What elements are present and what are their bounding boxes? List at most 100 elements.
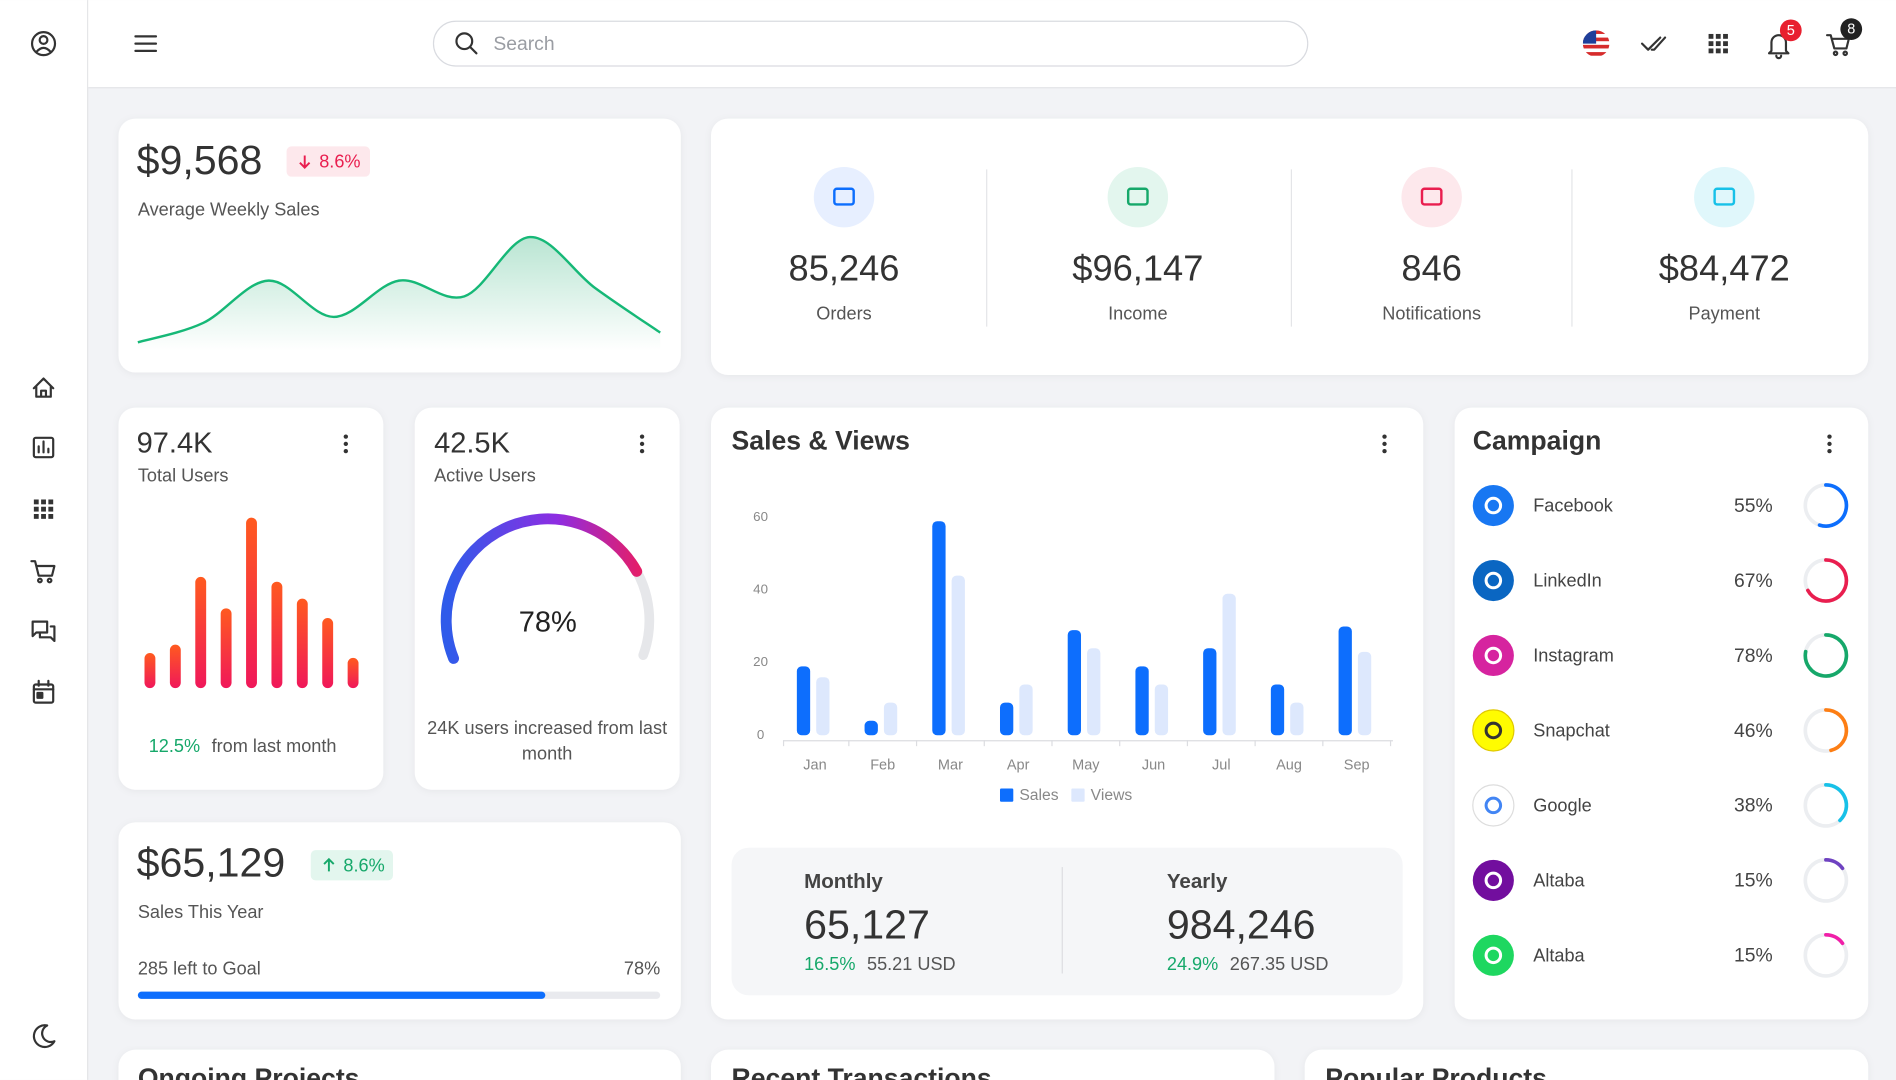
menu-dot [1827,434,1832,439]
sales-year-label: Sales This Year [138,902,264,922]
stat-icon [1126,187,1149,206]
section-title: Ongoing Projects [138,1063,360,1080]
bar [816,677,830,736]
campaign-percent: 55% [1734,495,1773,517]
home-icon[interactable] [32,377,55,398]
brand-glyph [1484,496,1503,515]
progress-label: 78% [624,959,660,979]
sidebar-icons [30,31,57,1049]
ring-value [1817,483,1849,528]
bar [1019,684,1033,736]
brand-glyph [1484,571,1503,590]
change-value: 8.6% [343,855,384,875]
user-bar [322,617,334,689]
stat-label: Payment [1689,303,1761,323]
bar [1270,684,1285,736]
summary-value: 984,246 [1167,901,1316,947]
ring-value [1824,708,1849,753]
menu-dot [1382,448,1387,454]
sales-year-card [118,822,681,1020]
active-users-value: 42.5K [434,428,510,460]
search-icon [455,32,474,51]
bar [1067,630,1082,736]
brand-glyph [1484,946,1503,965]
user-bar [271,581,283,689]
campaign-name: Instagram [1533,645,1614,665]
campaign-name: Altaba [1533,945,1585,965]
stat-icon [833,187,855,206]
campaign-percent: 46% [1734,720,1773,742]
user-bar [169,644,181,689]
campaign-percent: 15% [1734,870,1773,892]
trend-area [137,237,661,351]
stat-label: Notifications [1382,303,1481,323]
language-flag[interactable] [1582,30,1610,57]
change-badge [310,850,393,881]
stat-icon-bg [1401,166,1462,228]
bar [1087,648,1101,736]
brand-glyph [1484,796,1503,815]
campaign-card [1454,407,1869,1020]
bar [1222,593,1236,736]
mark-read-icon[interactable] [1640,36,1667,51]
cart-icon[interactable] [30,560,56,584]
topbar-cart-icon[interactable] [1825,34,1850,57]
apps-icon[interactable] [33,499,54,519]
campaign-title: Campaign [1473,426,1602,456]
brand-glyph [1484,871,1503,890]
gauge-label: 78% [519,607,577,639]
stat-icon [1713,187,1736,206]
user-bar [347,657,359,689]
legend-label: Views [1091,787,1133,804]
ring-value [1824,783,1849,823]
bar [932,521,946,736]
x-tick-label: Sep [1344,757,1370,773]
total-users-value: 97.4K [137,428,213,460]
brand-icon [1472,634,1514,677]
bar [999,702,1014,736]
menu-dot [1827,441,1832,447]
profile-icon[interactable] [30,31,57,57]
menu-button[interactable] [134,35,158,52]
change-arrow [323,857,335,872]
campaign-name: Snapchat [1533,720,1610,740]
total-users-label: Total Users [138,465,229,485]
chart-icon[interactable] [32,436,55,459]
menu-dot [1382,434,1387,439]
campaign-name: Altaba [1533,870,1585,890]
calendar-icon[interactable] [32,679,55,704]
cart-badge-count: 8 [1847,22,1855,38]
stat-value: $84,472 [1659,248,1790,289]
search-placeholder: Search [493,33,554,55]
sidebar [0,0,88,1080]
legend-swatch [1071,788,1085,802]
weekly-sales-label: Average Weekly Sales [138,199,320,219]
x-tick-label: May [1072,757,1100,773]
trend-line [137,235,661,344]
section-card [1304,1049,1869,1080]
stat-value: 85,246 [789,248,900,289]
campaign-percent: 67% [1734,570,1773,592]
user-bar [220,608,232,689]
menu-dot [639,434,645,439]
summary-change: 24.9% [1167,954,1218,974]
chat-icon[interactable] [31,620,56,643]
brand-icon [1472,484,1514,527]
brand-glyph [1484,646,1503,665]
active-users-label: Active Users [434,465,536,485]
ring-value [1824,932,1845,946]
ring-value [1824,858,1845,871]
goal-text: 285 left to Goal [138,959,261,979]
y-tick-label: 40 [753,582,768,597]
user-bar [195,576,207,689]
change-badge [286,146,371,177]
search-box[interactable] [432,20,1309,67]
cart-badge [1840,18,1863,41]
grid-icon[interactable] [1708,33,1728,54]
summary-label: Yearly [1167,870,1228,893]
theme-toggle[interactable] [32,1024,56,1049]
x-tick-label: Jun [1142,757,1165,773]
stat-icon-bg [1694,166,1755,228]
